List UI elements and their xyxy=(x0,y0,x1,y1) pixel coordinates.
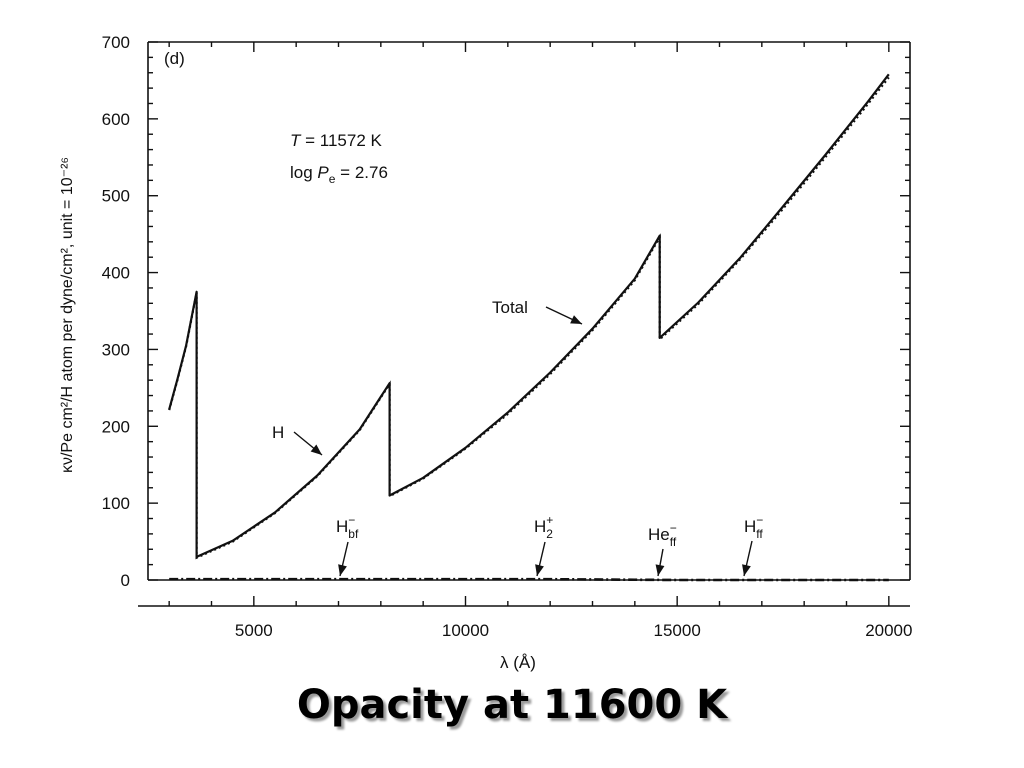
arrowhead-heff xyxy=(655,564,665,576)
arrowhead-h xyxy=(310,444,322,455)
annotation-hbf: H− bf xyxy=(336,513,359,541)
y-tick-label: 600 xyxy=(102,110,130,129)
y-tick-label: 0 xyxy=(121,571,130,590)
slide-title: Opacity at 11600 K xyxy=(296,682,728,728)
annotation-total: Total xyxy=(492,298,528,317)
panel-label: (d) xyxy=(164,49,185,68)
y-tick-label: 400 xyxy=(102,264,130,283)
arrowhead-hff xyxy=(742,564,751,576)
y-tick-label: 200 xyxy=(102,417,130,436)
annotation-heff: He− ff xyxy=(648,521,677,549)
series-layer xyxy=(168,73,890,582)
minor-ticks xyxy=(148,42,910,606)
arrowhead-h2plus xyxy=(535,564,544,576)
series-h-line xyxy=(168,76,890,560)
annotation-h2plus: H+ 2 xyxy=(534,513,553,541)
series-total-line xyxy=(168,73,890,559)
arrowhead-total xyxy=(570,315,582,324)
y-tick-label: 500 xyxy=(102,187,130,206)
annotation-hff: H− ff xyxy=(744,513,763,541)
series-minor-opacities-line xyxy=(169,577,889,582)
x-axis-label: λ (Å) xyxy=(500,653,536,672)
pressure-label: log Pe = 2.76 xyxy=(290,163,388,186)
y-tick-label: 700 xyxy=(102,33,130,52)
x-tick-label: 20000 xyxy=(865,621,912,640)
annotation-h: H xyxy=(272,423,284,442)
x-tick-label: 15000 xyxy=(654,621,701,640)
x-axis-ticks: 5000 10000 15000 20000 xyxy=(235,42,912,640)
y-tick-label: 300 xyxy=(102,340,130,359)
x-tick-label: 5000 xyxy=(235,621,273,640)
temperature-label: T = 11572 K xyxy=(290,131,382,150)
annotation-layer: Total H H− bf H+ 2 He− ff H− ff xyxy=(272,298,763,577)
y-axis-ticks: 0 100 200 300 400 500 600 700 xyxy=(102,33,910,590)
x-tick-label: 10000 xyxy=(442,621,489,640)
y-axis-label: κν/Pe cm²/H atom per dyne/cm², unit = 10… xyxy=(59,157,76,473)
y-tick-label: 100 xyxy=(102,494,130,513)
chart-axes xyxy=(138,41,911,607)
arrowhead-hbf xyxy=(338,564,347,576)
opacity-chart: 0 100 200 300 400 500 600 700 5000 10000 15000 200… xyxy=(59,33,912,672)
